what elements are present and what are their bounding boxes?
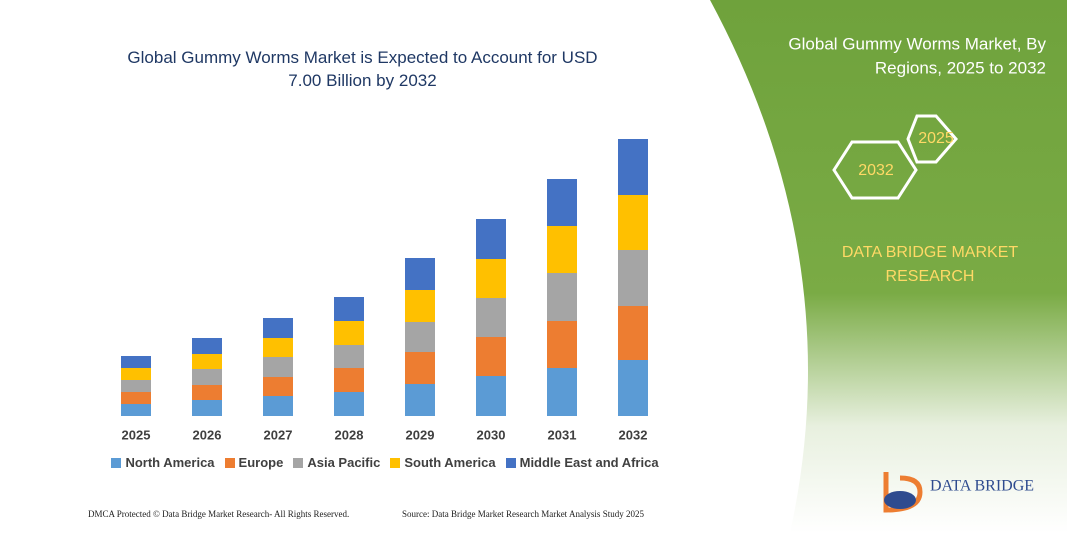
bar-segment (405, 290, 435, 322)
bar-segment (263, 338, 293, 357)
bar-segment (192, 369, 222, 385)
bar-segment (192, 354, 222, 369)
hexagon (832, 140, 918, 200)
bar-segment (192, 338, 222, 354)
bar-segment (547, 179, 577, 226)
bar-segment (476, 219, 506, 259)
bar-segment (618, 360, 648, 416)
bar-segment (192, 400, 222, 416)
legend-swatch (505, 457, 516, 468)
bar-segment (121, 392, 151, 404)
brand-text: DATA BRIDGE MARKET (842, 244, 1019, 261)
legend-label: North America (125, 455, 215, 470)
legend-item: North America (111, 455, 215, 470)
x-tick-label: 2031 (548, 427, 577, 442)
x-tick-label: 2029 (406, 427, 435, 442)
hexagon-label: 2025 (918, 130, 954, 147)
x-tick-label: 2026 (193, 427, 222, 442)
bar-segment (618, 306, 648, 360)
legend-item: South America (390, 455, 496, 470)
bar-segment (334, 392, 364, 416)
green-panel (710, 0, 1067, 533)
x-tick-label: 2025 (122, 427, 151, 442)
hexagon (906, 114, 958, 164)
bar-segment (334, 297, 364, 321)
bar-segment (405, 258, 435, 290)
legend-item: Asia Pacific (293, 455, 380, 470)
bar-segment (263, 357, 293, 377)
bar-segment (263, 377, 293, 396)
bar-segment (121, 356, 151, 368)
bar-segment (476, 298, 506, 337)
legend-item: Middle East and Africa (505, 455, 659, 470)
legend-swatch (224, 457, 235, 468)
x-tick-label: 2032 (619, 427, 648, 442)
legend-label: Asia Pacific (307, 455, 381, 470)
bar-segment (405, 352, 435, 384)
logo-text: DATA BRIDGE (930, 478, 1034, 495)
bar-segment (334, 321, 364, 345)
logo-icon (884, 491, 916, 509)
panel-title: Regions, 2025 to 2032 (875, 58, 1046, 77)
bar-segment (263, 396, 293, 416)
hexagon-label: 2032 (858, 162, 894, 179)
legend-swatch (390, 457, 401, 468)
bar-segment (547, 273, 577, 321)
x-tick-label: 2030 (477, 427, 506, 442)
bar-segment (405, 384, 435, 416)
bar-segment (476, 259, 506, 298)
legend-label: Middle East and Africa (519, 455, 659, 470)
bar-segment (405, 322, 435, 352)
bar-segment (547, 321, 577, 368)
chart-title: Global Gummy Worms Market is Expected to… (127, 48, 598, 90)
bar-segment (121, 404, 151, 416)
bar-segment (192, 385, 222, 400)
footer-right: Source: Data Bridge Market Research Mark… (402, 509, 644, 519)
bar-segment (618, 195, 648, 250)
legend-swatch (293, 457, 304, 468)
logo-icon (883, 472, 923, 513)
legend: North America Europe Asia Pacific South Ame… (60, 455, 710, 470)
bar-segment (476, 376, 506, 416)
bar-segment (618, 139, 648, 195)
bar-segment (547, 368, 577, 416)
bar-segment (334, 345, 364, 368)
footer-left: DMCA Protected © Data Bridge Market Rese… (88, 509, 349, 519)
legend-swatch (111, 457, 122, 468)
plot: 2025 2026 2027 2028 2029 2030 2031 2032 (121, 139, 648, 442)
brand-text: RESEARCH (886, 268, 975, 285)
bar-segment (334, 368, 364, 392)
bar-segment (618, 250, 648, 306)
bar-segment (121, 380, 151, 392)
x-tick-label: 2028 (335, 427, 364, 442)
panel-title: Global Gummy Worms Market, By (788, 34, 1046, 53)
legend-item: Europe (224, 455, 284, 470)
legend-label: Europe (238, 455, 284, 470)
bar-segment (476, 337, 506, 376)
x-tick-label: 2027 (264, 427, 293, 442)
legend-label: South America (404, 455, 496, 470)
bar-segment (121, 368, 151, 380)
bar-segment (547, 226, 577, 273)
bar-segment (263, 318, 293, 338)
